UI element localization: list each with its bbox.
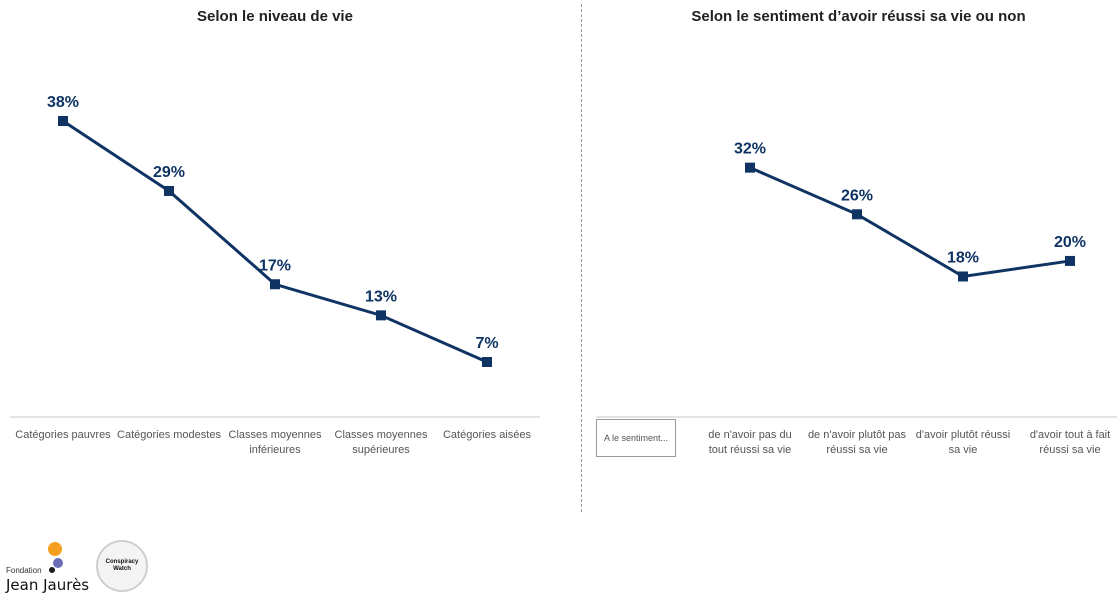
left-category-label: Catégories pauvres	[15, 429, 111, 441]
left-data-point	[164, 185, 174, 196]
jean-jaures-label: Jean Jaurès	[6, 576, 90, 594]
right-data-point	[852, 209, 862, 220]
left-data-label: 29%	[153, 164, 185, 181]
right-data-label: 18%	[947, 249, 979, 266]
left-category-label: Catégories aisées	[442, 429, 532, 441]
left-series: 38% 29% 17% 13% 7%	[47, 94, 499, 367]
right-data-point	[745, 162, 755, 173]
conspiracy-watch-label: Conspiracy Watch	[105, 559, 139, 572]
right-category-label: de n'avoir pas du tout réussi sa vie	[708, 429, 792, 456]
left-data-point	[58, 116, 68, 126]
charts-plot-area: 38% 29% 17% 13% 7% 32% 26% 18% 20%	[10, 94, 1117, 418]
left-category-label: Classes moyennes inférieures	[228, 429, 322, 456]
left-data-label: 7%	[475, 335, 498, 352]
right-chart-title: Selon le sentiment d’avoir réussi sa vie…	[691, 8, 1026, 25]
fondation-label: Fondation	[6, 566, 42, 575]
left-data-label: 38%	[47, 94, 79, 111]
right-series-line	[749, 166, 1071, 279]
right-category-label: de n'avoir plutôt pas réussi sa vie	[807, 429, 907, 456]
right-data-label: 32%	[734, 141, 766, 158]
legend-text: A le sentiment...	[603, 433, 669, 443]
left-category-label: Classes moyennes supérieures	[334, 429, 428, 456]
conspiracy-watch-logo: Conspiracy Watch	[96, 540, 148, 592]
right-category-label: d'avoir tout à fait réussi sa vie	[1029, 429, 1111, 456]
left-data-point	[482, 357, 492, 367]
left-series-line	[62, 119, 488, 364]
right-data-point	[958, 271, 968, 282]
right-series: 32% 26% 18% 20%	[734, 141, 1086, 282]
left-data-point	[270, 279, 280, 290]
left-data-label: 13%	[365, 288, 397, 305]
left-chart-title: Selon le niveau de vie	[197, 8, 353, 25]
left-category-label: Catégories modestes	[117, 429, 221, 441]
right-data-label: 26%	[841, 187, 873, 204]
charts-divider	[581, 4, 582, 512]
fondation-logo-icon	[48, 542, 63, 573]
left-data-point	[376, 310, 386, 321]
right-data-point	[1065, 255, 1075, 266]
right-category-label: d'avoir plutôt réussi sa vie	[915, 429, 1011, 456]
left-data-label: 17%	[259, 257, 291, 274]
legend-box: A le sentiment...	[596, 419, 676, 457]
right-data-label: 20%	[1054, 234, 1086, 251]
logos-area: Fondation Jean Jaurès Conspiracy Watch	[4, 540, 164, 595]
